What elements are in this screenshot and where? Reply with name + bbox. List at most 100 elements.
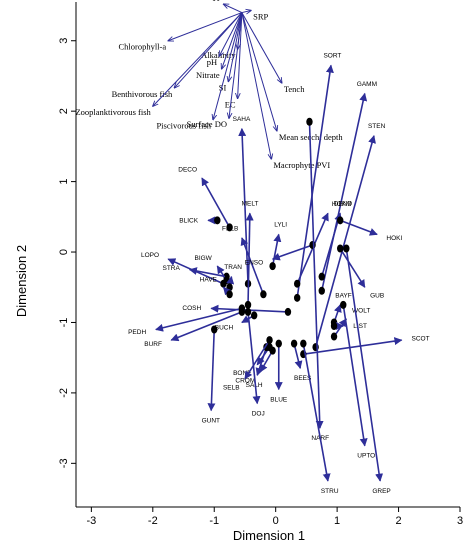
- site-label: STRA: [162, 265, 180, 272]
- variable-vector: [241, 10, 251, 12]
- site-start-point: [244, 300, 252, 309]
- site-label: COSH: [182, 305, 201, 312]
- y-tick-label: 0: [58, 249, 70, 255]
- site-label: HAVE: [200, 277, 218, 284]
- site-label: WOLT: [352, 308, 370, 315]
- site-arrow: [320, 212, 343, 277]
- site-start-point: [226, 283, 233, 292]
- y-tick-label: 2: [58, 108, 70, 114]
- y-axis-title: Dimension 2: [14, 245, 29, 317]
- site-arrow: [339, 219, 378, 236]
- site-trajectories: SORT GAMM STEN SAHA DECO DEND HOKI BLICK MELT FEL…: [128, 52, 430, 494]
- site-start-point: [318, 272, 325, 281]
- site-label: SALH: [246, 382, 263, 389]
- variable-label: SRP: [253, 11, 268, 21]
- site-arrow: [271, 244, 313, 261]
- variable-label: TP: [212, 0, 222, 3]
- site-start-point: [269, 262, 276, 271]
- site-label: FELB: [222, 226, 238, 233]
- site-arrow: [303, 337, 403, 355]
- site-start-point: [260, 290, 267, 299]
- site-start-point: [269, 346, 276, 355]
- site-label: BURF: [144, 341, 162, 348]
- site-label: PEDH: [128, 329, 146, 336]
- site-label: BIGW: [194, 255, 212, 262]
- variable-label: SI: [219, 83, 227, 93]
- x-axis-title: Dimension 1: [233, 528, 305, 543]
- site-start-point: [336, 216, 344, 225]
- variable-vector: [228, 12, 243, 82]
- variable-label: Chlorophyll-a: [118, 42, 166, 52]
- variable-label: Nitrate: [196, 70, 220, 80]
- site-label: ENSO: [245, 259, 263, 266]
- site-start-point: [284, 307, 292, 316]
- site-start-point: [336, 244, 344, 253]
- axes: -3 -2 -1 0 1 2 3 -3 -2 -1 0 1 2 3: [58, 38, 463, 527]
- site-arrow: [188, 267, 227, 278]
- variable-vector: [229, 12, 243, 119]
- site-label: STRU: [321, 488, 339, 495]
- x-tick-label: -2: [148, 515, 158, 527]
- site-arrow: [245, 212, 254, 305]
- site-start-point: [266, 336, 273, 345]
- site-start-point: [290, 339, 298, 348]
- site-arrow: [238, 127, 249, 284]
- variable-vector: [241, 12, 282, 83]
- site-start-point: [275, 339, 282, 348]
- variable-vector: [153, 12, 243, 107]
- site-arrow: [314, 135, 376, 348]
- site-start-point: [226, 290, 233, 299]
- site-label: SORT: [323, 52, 341, 59]
- site-label: HOKM: [332, 201, 352, 208]
- y-tick-label: -3: [58, 458, 70, 468]
- site-start-point: [238, 307, 246, 316]
- site-start-point: [318, 286, 325, 295]
- site-start-point: [300, 339, 307, 348]
- site-arrow: [342, 304, 368, 447]
- site-start-point: [293, 279, 301, 288]
- site-start-point: [214, 216, 221, 225]
- variable-vector: [213, 12, 243, 120]
- site-label: STEN: [368, 123, 386, 130]
- site-start-point: [226, 223, 233, 232]
- site-start-point: [250, 311, 258, 320]
- variable-label: Tench: [284, 84, 305, 94]
- site-label: CROM: [235, 377, 255, 384]
- site-arrow: [207, 329, 216, 412]
- site-arrow: [155, 307, 243, 332]
- site-start-point: [263, 343, 270, 352]
- site-start-point: [223, 276, 230, 285]
- y-tick-label: 3: [58, 38, 70, 44]
- variable-vector: [238, 12, 243, 99]
- site-label: HOKI: [386, 235, 402, 242]
- site-label: LIST: [353, 323, 367, 330]
- site-arrow: [247, 311, 261, 405]
- site-label: TRAN: [224, 264, 242, 271]
- site-arrow: [271, 233, 282, 267]
- site-label: SCOT: [412, 336, 430, 343]
- site-label: BUCH: [215, 324, 234, 331]
- site-start-point: [309, 240, 316, 249]
- site-arrow: [170, 311, 243, 342]
- x-tick-label: -3: [86, 515, 96, 527]
- site-label: DOJ: [252, 410, 265, 417]
- variable-label: Benthivorous fish: [112, 89, 173, 99]
- site-start-point: [211, 325, 218, 334]
- site-label: BEES: [294, 375, 312, 382]
- y-tick-label: -2: [58, 388, 70, 398]
- variable-vector: [222, 12, 243, 69]
- site-arrow: [345, 248, 384, 482]
- site-start-point: [340, 300, 347, 309]
- site-label: DEND: [334, 201, 353, 208]
- variable-label: Surface DO: [187, 119, 227, 129]
- site-label: GAMM: [357, 81, 377, 88]
- site-label: SAHA: [233, 116, 251, 123]
- variable-label: Mean secchi depth: [279, 132, 343, 142]
- site-start-point: [330, 332, 338, 341]
- plot-frame: [75, 2, 460, 508]
- y-tick-label: -1: [58, 318, 70, 328]
- x-tick-label: -1: [209, 515, 219, 527]
- variable-vector: [241, 12, 271, 159]
- site-arrow: [308, 121, 324, 429]
